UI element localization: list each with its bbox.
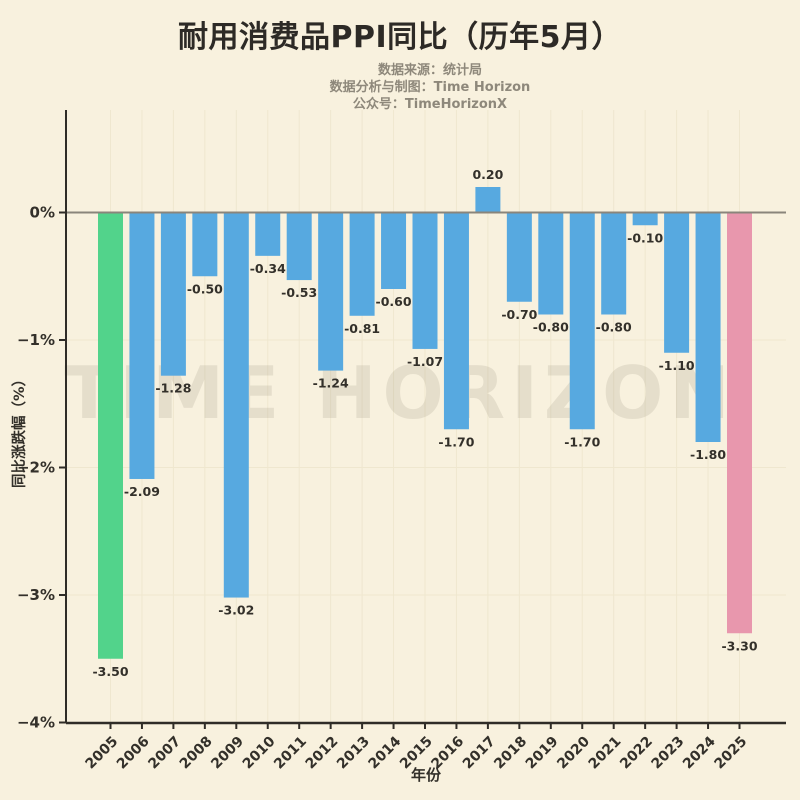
bar-2014 [381,212,407,289]
value-label-2024: -1.80 [690,447,726,462]
value-label-2023: -1.10 [659,358,695,373]
x-axis-title: 年份 [411,766,442,784]
x-tick-label-2019: 2019 [523,734,562,773]
bar-2007 [160,212,186,376]
x-tick-label-2011: 2011 [271,734,310,773]
x-tick-label-2005: 2005 [82,734,121,773]
value-label-2014: -0.60 [376,294,412,309]
bar-2010 [255,212,281,256]
y-tick-label--2: −2% [17,459,55,477]
bar-2018 [506,212,532,302]
x-tick-label-2010: 2010 [240,733,279,772]
value-label-2022: -0.10 [627,230,663,245]
y-tick-label--1: −1% [17,331,55,349]
data-source-line: 数据来源：统计局 [377,63,482,78]
y-axis-title: 同比涨跌幅（%） [10,372,28,488]
bar-2022 [632,212,658,226]
bar-2017 [475,187,501,213]
x-tick-label-2020: 2020 [554,733,593,772]
bar-2024 [695,212,721,442]
value-label-2016: -1.70 [438,434,474,449]
bar-2015 [412,212,438,349]
x-tick-label-2024: 2024 [680,733,719,772]
bar-2020 [569,212,595,430]
bar-2016 [443,212,469,430]
x-tick-label-2022: 2022 [617,734,656,773]
value-label-2018: -0.70 [501,307,537,322]
x-tick-label-2007: 2007 [145,734,184,773]
y-tick-label--3: −3% [17,586,55,604]
value-label-2009: -3.02 [218,603,254,618]
x-tick-label-2006: 2006 [114,734,153,773]
value-label-2021: -0.80 [596,320,632,335]
bar-2008 [192,212,218,277]
x-tick-label-2017: 2017 [460,734,499,773]
value-label-2008: -0.50 [187,281,223,296]
bar-2005 [98,212,123,659]
x-tick-label-2021: 2021 [586,734,625,773]
value-label-2025: -3.30 [721,638,757,653]
bar-2009 [223,212,249,598]
bar-2021 [601,212,627,315]
value-label-2007: -1.28 [155,381,191,396]
value-label-2006: -2.09 [124,484,160,499]
bar-2023 [664,212,690,353]
y-tick-label--4: −4% [17,714,55,732]
value-label-2012: -1.24 [313,376,349,391]
x-tick-label-2009: 2009 [208,734,247,773]
chart-subtitles: 数据来源：统计局 数据分析与制图：Time Horizon 公众号：TimeHo… [60,62,800,113]
bar-2025 [727,212,752,634]
x-tick-label-2013: 2013 [334,734,373,773]
value-label-2015: -1.07 [407,354,443,369]
x-tick-label-2018: 2018 [491,734,530,773]
bar-2013 [349,212,375,316]
value-label-2017: 0.20 [472,167,503,182]
value-label-2013: -0.81 [344,321,380,336]
value-label-2010: -0.34 [250,261,286,276]
x-tick-label-2008: 2008 [177,734,216,773]
value-label-2011: -0.53 [281,285,317,300]
credit-line: 数据分析与制图：Time Horizon [329,80,531,95]
bar-2019 [538,212,564,315]
x-tick-label-2023: 2023 [649,734,688,773]
x-tick-label-2014: 2014 [366,733,405,772]
chart-title: 耐用消费品PPI同比（历年5月） [177,20,622,55]
x-tick-label-2025: 2025 [711,734,750,773]
value-label-2020: -1.70 [564,434,600,449]
wechat-account-line: 公众号：TimeHorizonX [352,97,508,112]
bar-2011 [286,212,312,281]
value-label-2005: -3.50 [92,664,128,679]
bar-2012 [318,212,344,371]
bar-2006 [129,212,155,479]
x-tick-label-2012: 2012 [303,734,342,773]
chart-header: 耐用消费品PPI同比（历年5月） 数据来源：统计局 数据分析与制图：Time H… [0,0,800,113]
y-tick-label-0: 0% [30,204,55,222]
value-label-2019: -0.80 [533,320,569,335]
